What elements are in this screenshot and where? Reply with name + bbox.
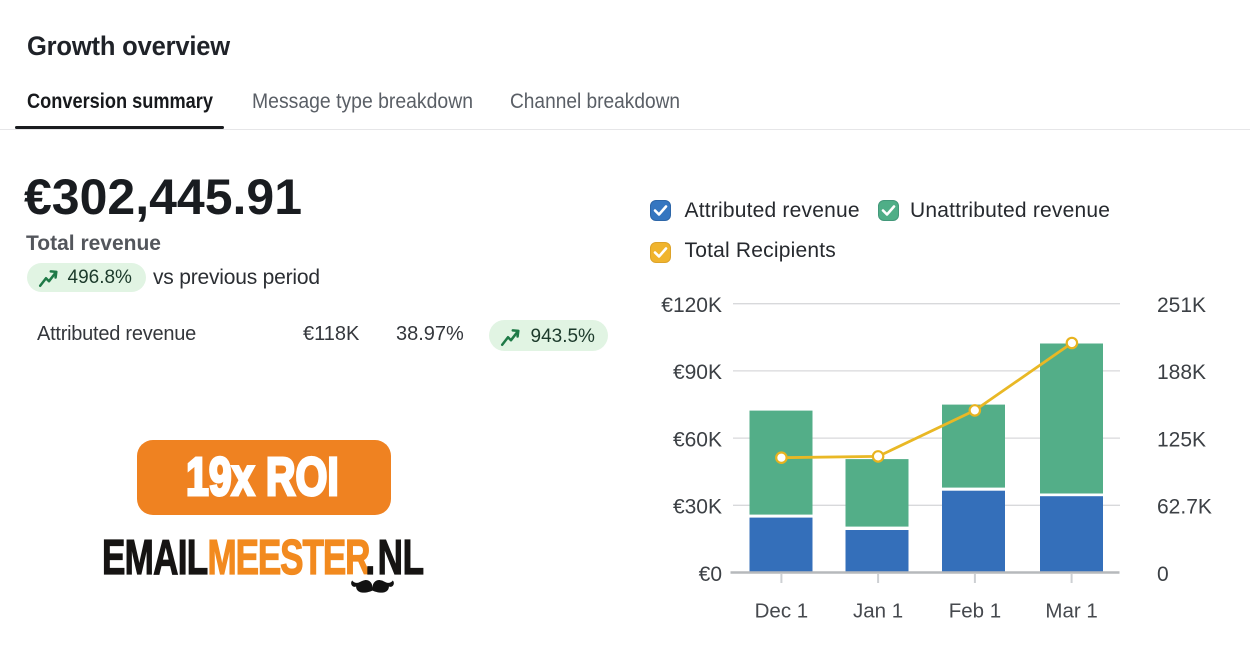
svg-text:Dec 1: Dec 1 — [755, 600, 809, 623]
svg-text:€90K: €90K — [673, 361, 722, 384]
svg-text:€120K: €120K — [661, 294, 722, 317]
svg-text:€60K: €60K — [673, 428, 722, 451]
svg-text:62.7K: 62.7K — [1157, 496, 1212, 519]
svg-text:Jan 1: Jan 1 — [853, 600, 903, 623]
svg-text:€30K: €30K — [673, 496, 722, 519]
svg-text:125K: 125K — [1157, 428, 1206, 451]
svg-text:Mar 1: Mar 1 — [1045, 600, 1097, 623]
svg-text:188K: 188K — [1157, 361, 1206, 384]
svg-text:0: 0 — [1157, 563, 1169, 586]
svg-text:251K: 251K — [1157, 294, 1206, 317]
svg-text:€0: €0 — [699, 563, 722, 586]
svg-text:Feb 1: Feb 1 — [949, 600, 1001, 623]
